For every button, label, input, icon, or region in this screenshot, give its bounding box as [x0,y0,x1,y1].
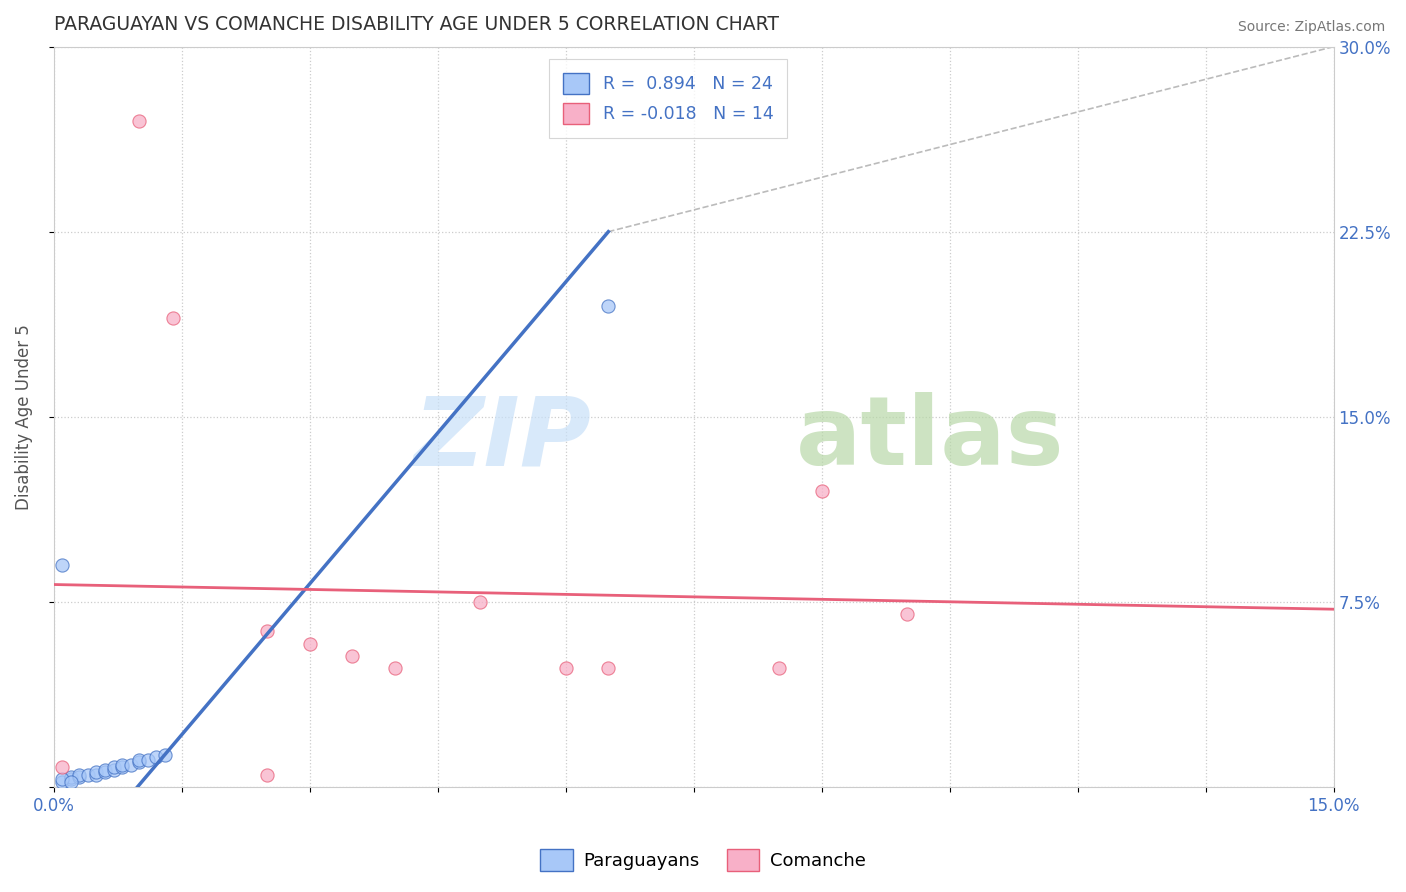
Point [67,767,90,781]
Point [162,311,184,326]
Point [153,747,176,762]
Point [59,772,82,787]
Point [86,767,108,781]
Point [103,763,125,777]
Legend: Paraguayans, Comanche: Paraguayans, Comanche [533,842,873,879]
Point [256,767,278,781]
Point [810,483,832,498]
Text: ZIP: ZIP [413,392,592,485]
Point [59,770,82,784]
Point [136,753,159,767]
Text: PARAGUAYAN VS COMANCHE DISABILITY AGE UNDER 5 CORRELATION CHART: PARAGUAYAN VS COMANCHE DISABILITY AGE UN… [53,15,779,34]
Point [94,765,117,780]
Point [470,595,492,609]
Point [342,649,364,664]
Point [598,299,620,313]
Point [598,661,620,675]
Point [94,763,117,777]
Point [103,760,125,774]
Point [768,661,790,675]
Point [554,661,576,675]
Point [120,757,142,772]
Point [51,760,73,774]
Point [128,753,150,767]
Point [51,558,73,572]
Point [298,637,321,651]
Point [77,767,100,781]
Point [128,113,150,128]
Legend: R =  0.894   N = 24, R = -0.018   N = 14: R = 0.894 N = 24, R = -0.018 N = 14 [548,59,787,138]
Point [59,775,82,789]
Point [384,661,406,675]
Point [111,760,134,774]
Point [896,607,918,621]
Point [111,757,134,772]
Point [128,755,150,769]
Point [51,775,73,789]
Point [67,770,90,784]
Point [51,772,73,787]
Point [145,750,167,764]
Text: atlas: atlas [796,392,1064,485]
Point [86,765,108,780]
Text: Source: ZipAtlas.com: Source: ZipAtlas.com [1237,20,1385,34]
Point [256,624,278,639]
Y-axis label: Disability Age Under 5: Disability Age Under 5 [15,324,32,509]
